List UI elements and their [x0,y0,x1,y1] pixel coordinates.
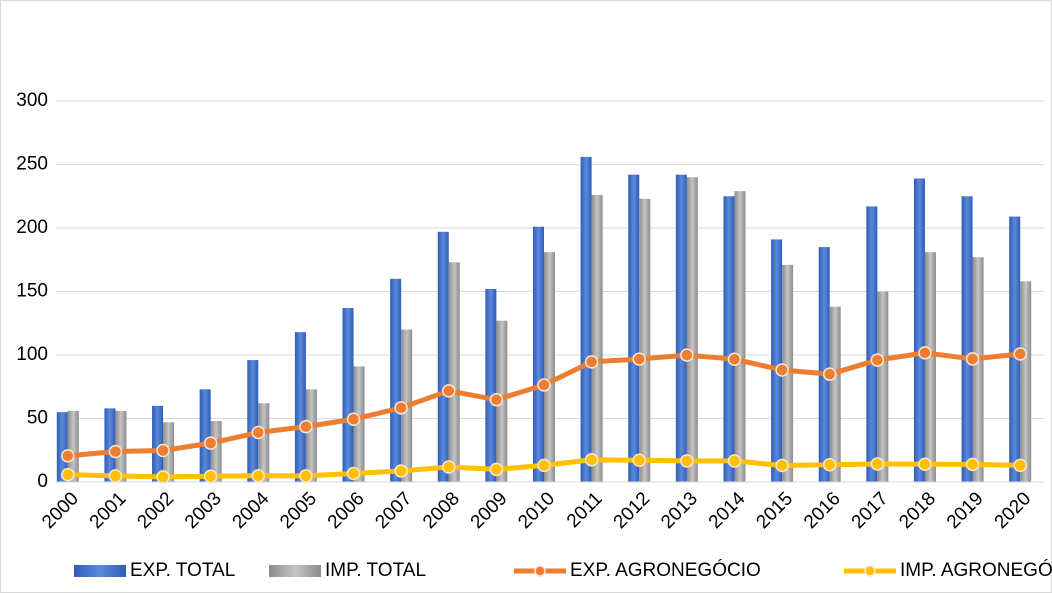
bar [771,239,783,482]
legend-label: IMP. TOTAL [325,560,426,581]
marker [918,346,932,360]
marker [61,467,75,482]
bar [210,421,222,482]
bar [723,196,735,482]
legend-marker [864,565,876,577]
marker [108,444,123,459]
bar [591,194,603,483]
bar [152,405,164,482]
marker [632,453,646,468]
bar [675,174,687,482]
bar [485,288,497,482]
marker [632,352,646,366]
bar [639,198,651,483]
bar [533,226,544,482]
y-tick-label: 250 [16,154,48,175]
bar [686,177,698,482]
marker [61,449,75,463]
marker [394,464,408,478]
marker [394,401,408,415]
marker [680,348,694,362]
bar [437,231,449,482]
marker [489,462,504,477]
bar [580,156,592,482]
marker [870,353,885,367]
y-tick-label: 200 [16,217,48,238]
bar [294,332,306,482]
bar [818,247,830,482]
y-tick-label: 50 [27,408,48,429]
legend-swatch [269,565,321,577]
marker [108,469,123,483]
bar [448,262,460,482]
marker [1013,458,1027,473]
marker [584,453,599,467]
marker [822,367,837,381]
bar [544,252,555,482]
bar [258,403,270,482]
marker [584,355,599,369]
bar [1009,216,1021,482]
marker [822,457,837,472]
bar [247,360,259,482]
marker [918,457,932,471]
marker [965,352,980,366]
y-tick-label: 0 [37,471,48,492]
marker [727,352,742,366]
bar [342,308,354,482]
legend-label: EXP. AGRONEGÓCIO [570,559,761,581]
marker [1013,347,1027,361]
marker [156,470,170,484]
bar [972,257,984,482]
bar [924,252,936,482]
bar [913,178,925,482]
bar [390,278,402,482]
bar [829,306,841,482]
bar [67,410,79,482]
y-tick-label: 100 [16,344,48,365]
marker [156,443,170,458]
legend-label: EXP. TOTAL [130,560,235,581]
marker [537,378,551,392]
marker [537,458,551,473]
marker [346,466,361,481]
marker [299,419,313,434]
marker [346,412,361,427]
bar [56,412,68,482]
marker [775,363,789,377]
marker [727,454,742,468]
bar [305,389,317,482]
legend-label: IMP. AGRONEGÓCIO [900,559,1052,581]
legend-marker [534,565,546,577]
bar [628,174,640,482]
marker [680,454,694,468]
legend-swatch [74,565,126,577]
bar [734,191,746,483]
y-tick-label: 300 [16,90,48,111]
marker [203,469,218,484]
bar [877,291,889,482]
bar [199,389,211,482]
marker [775,458,789,473]
marker [442,384,456,398]
y-tick-label: 150 [16,281,48,302]
marker [251,425,266,440]
bar [961,196,973,482]
bar [104,408,116,482]
marker [965,457,980,472]
marker [870,457,885,471]
marker [203,436,218,450]
bar [353,366,365,482]
marker [299,469,313,483]
marker [442,460,456,474]
marker [251,469,266,483]
bar [1020,281,1032,482]
marker [489,392,504,407]
bar [866,206,878,482]
bar [115,410,127,482]
